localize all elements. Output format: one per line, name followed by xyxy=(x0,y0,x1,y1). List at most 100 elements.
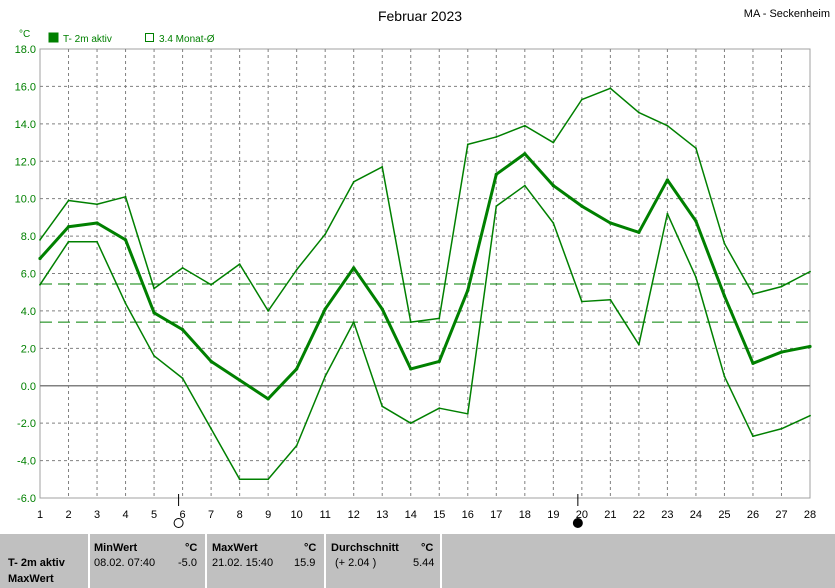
x-tick-label: 18 xyxy=(519,509,531,521)
statistics-footer: T- 2m aktiv MaxWert MinWert °C 08.02. 07… xyxy=(0,534,835,588)
data-point-max xyxy=(637,111,640,114)
data-point-mean xyxy=(665,178,670,182)
data-point-mean xyxy=(38,256,42,261)
y-tick-label: -2.0 xyxy=(17,418,36,430)
data-point-mean xyxy=(152,311,156,315)
x-tick-label: 23 xyxy=(661,509,673,521)
y-tick-label: 0.0 xyxy=(21,381,36,393)
y-tick-label: -6.0 xyxy=(17,493,36,505)
data-point-mean xyxy=(722,294,727,298)
data-point-min xyxy=(609,298,612,301)
y-axis-unit: °C xyxy=(19,29,30,40)
data-point-mean xyxy=(608,221,612,225)
data-point-mean xyxy=(523,152,527,156)
full-moon-icon xyxy=(173,518,184,528)
data-point-min xyxy=(153,354,155,357)
min-value: -5.0 xyxy=(178,557,197,569)
x-tick-label: 13 xyxy=(376,509,388,521)
series xyxy=(38,87,812,481)
data-point-mean xyxy=(694,219,698,223)
data-point-min xyxy=(752,435,754,438)
max-header: MaxWert xyxy=(212,542,258,554)
max-value: 15.9 xyxy=(294,557,316,569)
series-line-mean xyxy=(38,152,811,401)
x-tick-label: 19 xyxy=(547,509,559,521)
data-point-min xyxy=(637,343,640,346)
new-moon-icon xyxy=(572,518,583,528)
data-point-max xyxy=(267,310,270,312)
x-tick-label: 25 xyxy=(718,509,730,521)
data-point-mean xyxy=(808,344,812,349)
data-point-min xyxy=(580,300,583,303)
x-tick-label: 15 xyxy=(433,509,445,521)
data-point-mean xyxy=(637,230,641,234)
y-tick-label: 16.0 xyxy=(15,81,36,93)
min-time: 08.02. 07:40 xyxy=(94,557,156,569)
legend-swatch-active xyxy=(48,32,59,43)
legend: T- 2m aktiv 3.4 Monat-Ø xyxy=(48,32,215,45)
data-point-min xyxy=(181,377,184,380)
axes: -6.0 -4.0 -2.0 0.0 2.0 4.0 6.0 8.0 10.0 12.0 14.0 1… xyxy=(15,44,817,521)
data-point-min xyxy=(723,375,726,378)
station-name: MA - Seckenheim xyxy=(744,8,830,20)
data-point-max xyxy=(523,124,526,127)
data-point-min xyxy=(381,405,384,408)
data-point-max xyxy=(96,203,98,206)
data-point-mean xyxy=(380,307,384,311)
data-point-min xyxy=(523,184,526,187)
footer-average-block: Durchschnitt °C (+ 2.04 ) 5.44 xyxy=(331,534,439,588)
data-point-min xyxy=(39,283,41,286)
x-tick-label: 14 xyxy=(405,509,417,521)
average-unit: °C xyxy=(421,542,434,554)
data-point-max xyxy=(381,165,384,168)
temperature-chart: Februar 2023 MA - Seckenheim °C T- 2m ak… xyxy=(15,8,830,528)
data-point-mean xyxy=(352,266,356,270)
data-point-min xyxy=(552,222,555,224)
x-tick-label: 11 xyxy=(319,509,330,521)
y-tick-label: 6.0 xyxy=(21,269,36,281)
min-header: MinWert xyxy=(94,542,138,554)
series-line-min xyxy=(39,184,811,481)
x-tick-label: 20 xyxy=(576,509,588,521)
data-point-max xyxy=(324,233,327,236)
y-tick-label: 8.0 xyxy=(21,231,36,243)
x-tick-label: 21 xyxy=(604,509,616,521)
data-point-mean xyxy=(323,307,327,311)
data-point-mean xyxy=(551,183,555,188)
data-point-mean xyxy=(123,238,128,242)
data-point-min xyxy=(295,444,298,447)
grid xyxy=(39,48,811,499)
data-point-max xyxy=(39,238,41,241)
x-tick-label: 1 xyxy=(37,509,43,521)
data-point-max xyxy=(238,263,241,266)
data-point-min xyxy=(809,414,811,417)
footer-row-labels: T- 2m aktiv MaxWert xyxy=(8,534,88,588)
reference-lines xyxy=(40,283,810,323)
legend-swatch-mean xyxy=(145,33,154,42)
chart-title: Februar 2023 xyxy=(378,8,462,24)
average-header: Durchschnitt xyxy=(331,542,399,554)
data-point-min xyxy=(495,205,498,208)
data-point-max xyxy=(580,98,583,101)
y-tick-label: 18.0 xyxy=(15,44,36,56)
data-point-max xyxy=(723,242,726,245)
y-tick-label: 12.0 xyxy=(15,156,36,168)
data-point-mean xyxy=(209,359,213,364)
max-time: 21.02. 15:40 xyxy=(212,557,274,569)
data-point-mean xyxy=(238,378,242,382)
footer-max-block: MaxWert °C 21.02. 15:40 15.9 xyxy=(212,534,324,588)
data-point-max xyxy=(780,285,783,288)
y-tick-label: 2.0 xyxy=(21,343,36,355)
data-point-mean xyxy=(66,225,71,229)
data-point-mean xyxy=(494,172,498,176)
y-tick-label: 4.0 xyxy=(21,306,36,318)
data-point-min xyxy=(695,276,697,279)
data-point-max xyxy=(609,87,612,90)
x-tick-label: 10 xyxy=(291,509,303,521)
x-tick-label: 3 xyxy=(94,509,100,521)
x-tick-label: 2 xyxy=(65,509,71,521)
x-tick-label: 27 xyxy=(775,509,787,521)
data-point-mean xyxy=(95,221,99,225)
data-point-mean xyxy=(437,359,441,364)
x-tick-label: 5 xyxy=(151,509,157,521)
